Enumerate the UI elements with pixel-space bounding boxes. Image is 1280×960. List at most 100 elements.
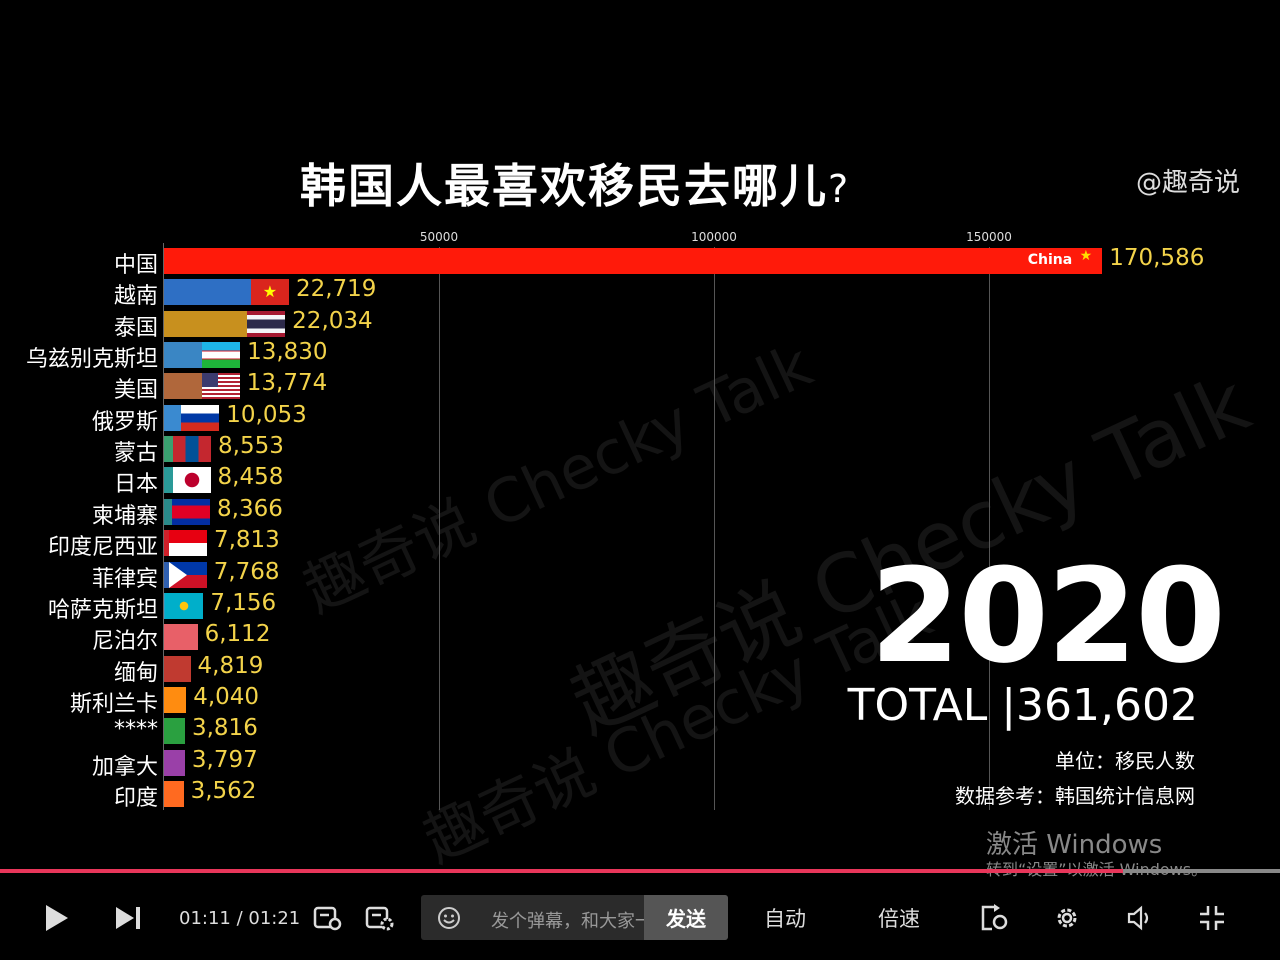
danmu-input[interactable]: 发个弹幕，和大家一起聊: [491, 911, 646, 932]
china-flag-star-icon: ★: [1079, 248, 1093, 264]
settings-button[interactable]: [1054, 890, 1080, 946]
bar: China ★: [164, 248, 1103, 274]
category-label: 越南: [113, 284, 158, 310]
value-label: 10,053: [226, 401, 307, 428]
total-label: TOTAL |361,602: [847, 680, 1198, 731]
volume-icon: [1127, 905, 1149, 931]
category-label: 日本: [113, 472, 158, 498]
bar: [164, 530, 207, 557]
bar: [164, 342, 241, 369]
value-label: 13,774: [246, 370, 328, 397]
source-label: 数据参考：韩国统计信息网: [955, 784, 1195, 808]
value-label: 8,366: [217, 495, 283, 522]
progress-bar[interactable]: [0, 869, 1280, 873]
bar: [164, 592, 204, 619]
category-label: 缅甸: [113, 660, 158, 686]
player-controls: 01:11 / 01:21 发个弹幕，和大家一起聊 发送 自动 倍速: [0, 890, 1280, 946]
bar: [164, 404, 220, 431]
progress-fill: [0, 869, 1123, 873]
bar: [164, 718, 185, 745]
next-icon: [116, 907, 140, 929]
category-label: 斯利兰卡: [69, 691, 158, 717]
x-tick-label: 150000: [966, 230, 1012, 244]
category-label: 蒙古: [113, 441, 158, 467]
category-label: 印度: [113, 785, 158, 811]
value-label: 4,040: [193, 683, 260, 710]
cambodia-flag-icon: [172, 498, 210, 525]
value-label: 3,797: [191, 746, 258, 773]
value-label: 8,458: [217, 464, 284, 491]
category-label: 泰国: [113, 315, 158, 341]
time-display: 01:11 / 01:21: [179, 907, 301, 929]
russia-flag-icon: [181, 404, 220, 431]
category-label: 哈萨克斯坦: [47, 597, 158, 623]
bar: [164, 749, 185, 776]
danmu-off-icon: [313, 906, 342, 931]
bar: ★: [164, 279, 289, 306]
danmu-settings-icon: [365, 906, 394, 931]
value-label: 170,586: [1109, 245, 1205, 271]
bar: [164, 561, 207, 588]
danmu-settings-button[interactable]: [365, 890, 395, 946]
danmu-toggle-button[interactable]: [313, 890, 343, 946]
category-label: 乌兹别克斯坦: [25, 347, 158, 373]
bar: [164, 686, 187, 713]
x-tick-label: 100000: [691, 230, 737, 244]
bar: [164, 780, 184, 807]
japan-flag-icon: [172, 467, 211, 494]
video-title: 韩国人最喜欢移民去哪儿?: [300, 159, 851, 213]
speed-button[interactable]: 倍速: [878, 907, 920, 931]
kazakhstan-flag-icon: [165, 592, 204, 619]
value-label: 3,816: [191, 715, 258, 742]
bar: [164, 655, 191, 682]
bar-chart: 50000 100000 150000 中国 China ★ 170,586 越南 ★ 22,71…: [0, 225, 1280, 815]
x-tick-label: 50000: [419, 230, 459, 244]
exit-fullscreen-icon: [1200, 906, 1224, 930]
bar-inline-label: China: [1027, 252, 1073, 268]
quality-button[interactable]: 自动: [764, 907, 806, 931]
value-label: 13,830: [247, 339, 328, 366]
value-label: 3,562: [190, 777, 257, 804]
category-label: 中国: [113, 253, 158, 278]
next-button[interactable]: [114, 890, 142, 946]
category-label: 加拿大: [91, 754, 158, 780]
bar: [164, 436, 212, 463]
value-label: 4,819: [197, 652, 264, 679]
bar: [164, 310, 286, 337]
play-icon: [46, 905, 68, 931]
uzbekistan-flag-icon: [202, 342, 241, 369]
category-label: 俄罗斯: [91, 409, 158, 435]
category-label: ****: [114, 717, 158, 743]
volume-button[interactable]: [1126, 890, 1154, 946]
danmu-box: 发个弹幕，和大家一起聊 发送: [421, 895, 728, 940]
value-label: 7,156: [210, 589, 277, 616]
vietnam-flag-icon: ★: [250, 279, 289, 306]
windows-activation-text: 转到“设置”以激活 Windows。: [986, 856, 1207, 880]
play-button[interactable]: [44, 890, 70, 946]
loop-icon: [981, 904, 1008, 931]
category-label: 菲律宾: [91, 566, 158, 592]
bar: [164, 498, 210, 525]
value-label: 7,813: [213, 527, 280, 554]
value-label: 22,034: [292, 307, 373, 334]
category-label: 柬埔寨: [91, 503, 158, 529]
usa-flag-icon: [201, 373, 240, 400]
year-label: 2020: [870, 540, 1226, 692]
bar: [164, 373, 240, 400]
category-label: 尼泊尔: [91, 629, 158, 655]
windows-activation-title: 激活 Windows: [986, 830, 1163, 860]
category-label: 印度尼西亚: [47, 535, 158, 561]
bar: [164, 467, 211, 494]
exit-fullscreen-button[interactable]: [1198, 890, 1226, 946]
usa-canton: [201, 373, 218, 388]
mongolia-flag-icon: [173, 436, 212, 463]
gridline: [714, 247, 715, 810]
gridline: [989, 247, 990, 810]
philippines-triangle: [168, 561, 187, 588]
send-button[interactable]: 发送: [644, 895, 728, 940]
channel-handle: @趣奇说: [1135, 168, 1240, 198]
unit-label: 单位：移民人数: [1055, 749, 1195, 773]
emoji-icon[interactable]: [437, 906, 461, 930]
gear-icon: [1057, 908, 1077, 928]
loop-button[interactable]: [980, 890, 1010, 946]
